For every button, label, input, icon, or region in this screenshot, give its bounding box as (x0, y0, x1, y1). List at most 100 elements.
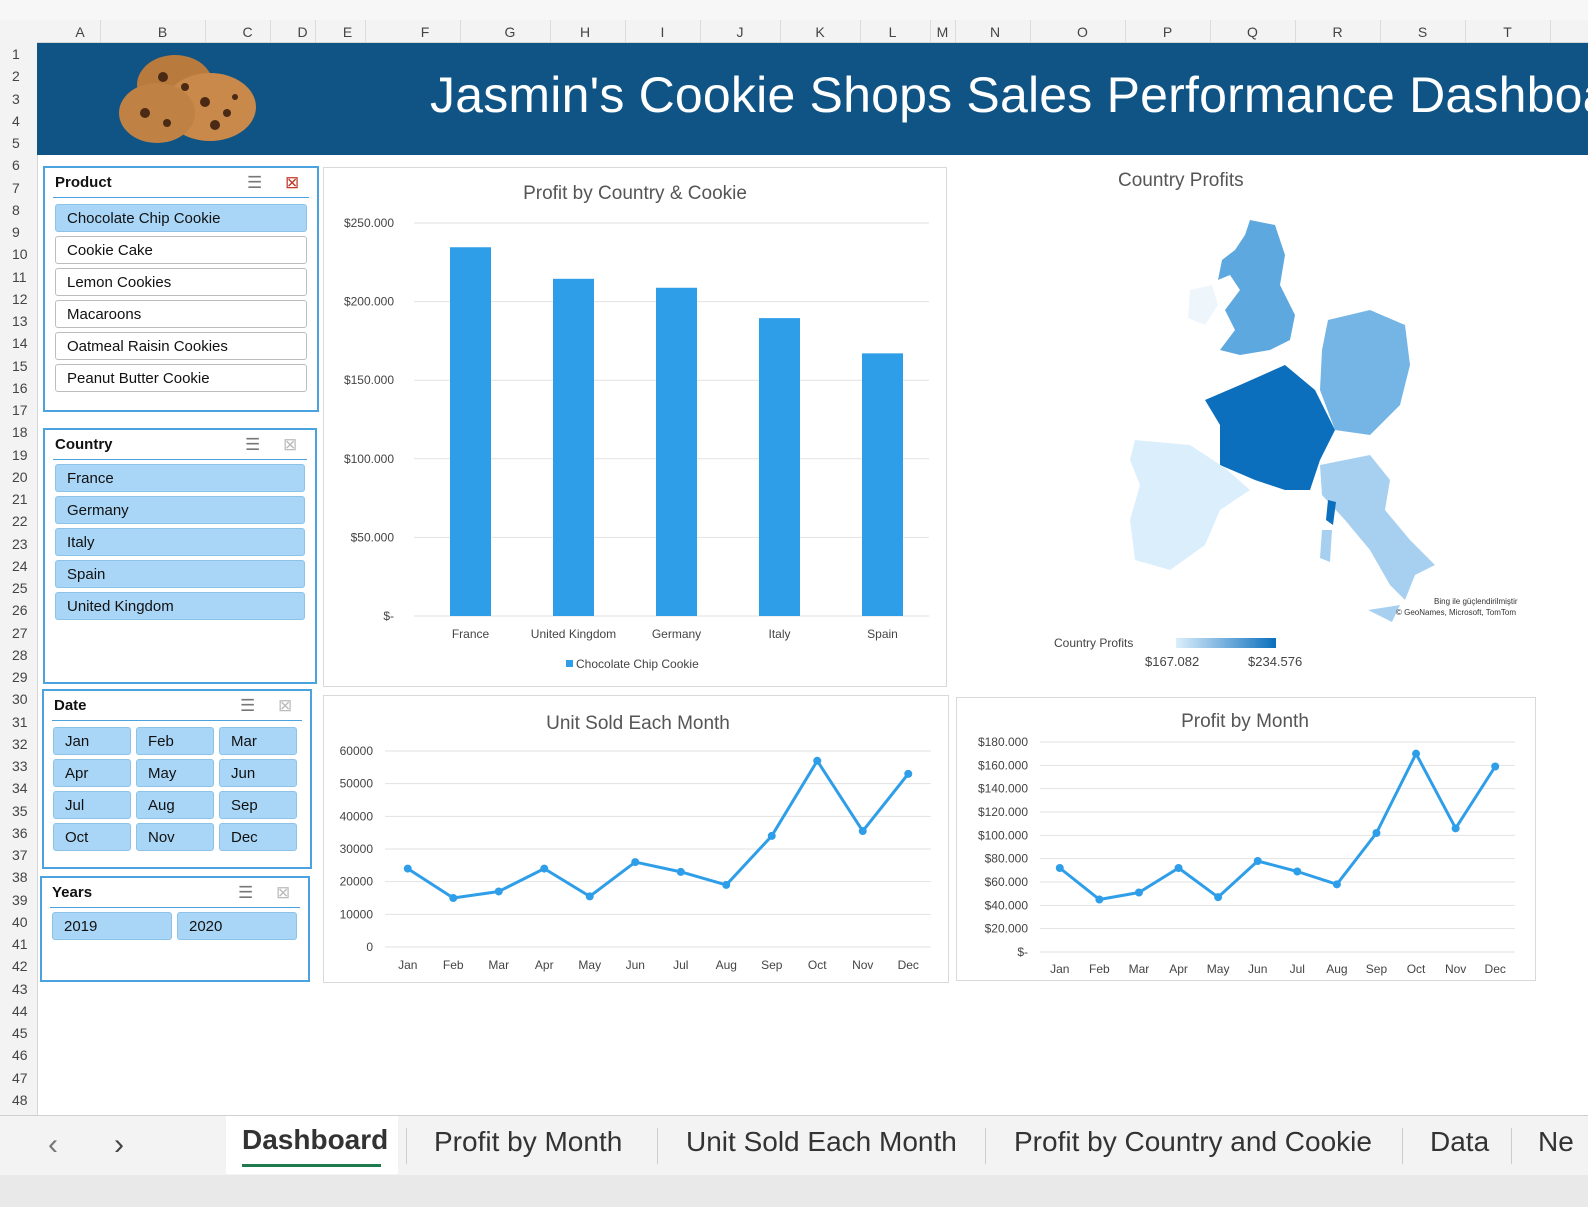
country-slicer-item-italy[interactable]: Italy (55, 528, 305, 556)
next-sheet-button[interactable]: › (114, 1128, 124, 1161)
multi-select-icon[interactable]: ☰ (247, 173, 263, 192)
row-header-34[interactable]: 34 (12, 780, 28, 797)
row-header-3[interactable]: 3 (12, 90, 20, 107)
product-slicer-item-chocolate-chip-cookie[interactable]: Chocolate Chip Cookie (55, 204, 307, 232)
row-header-41[interactable]: 41 (12, 936, 28, 952)
row-header-6[interactable]: 6 (12, 157, 20, 174)
column-header-h[interactable]: H (545, 20, 626, 42)
row-header-12[interactable]: 12 (12, 290, 28, 307)
row-header-30[interactable]: 30 (12, 691, 28, 708)
column-header-c[interactable]: C (225, 20, 271, 42)
row-header-13[interactable]: 13 (12, 313, 28, 329)
row-header-43[interactable]: 43 (12, 980, 28, 997)
row-header-17[interactable]: 17 (12, 402, 28, 418)
column-header-l[interactable]: L (855, 20, 931, 42)
row-header-45[interactable]: 45 (12, 1025, 28, 1041)
column-header-m[interactable]: M (930, 20, 956, 42)
row-header-11[interactable]: 11 (12, 268, 27, 285)
row-header-48[interactable]: 48 (12, 1091, 28, 1108)
multi-select-icon[interactable]: ☰ (245, 435, 261, 454)
row-header-23[interactable]: 23 (12, 535, 28, 552)
tab-data[interactable]: Data (1430, 1126, 1490, 1157)
column-header-p[interactable]: P (1125, 20, 1211, 42)
country-slicer-item-germany[interactable]: Germany (55, 496, 305, 524)
row-header-44[interactable]: 44 (12, 1002, 28, 1019)
column-header-g[interactable]: G (470, 20, 551, 42)
tab-unit-sold-each-month[interactable]: Unit Sold Each Month (686, 1126, 957, 1157)
row-header-2[interactable]: 2 (12, 68, 20, 85)
row-header-19[interactable]: 19 (12, 446, 28, 463)
date-slicer-item-may[interactable]: May (136, 759, 214, 787)
row-header-31[interactable]: 31 (12, 713, 28, 730)
row-header-10[interactable]: 10 (12, 246, 28, 263)
date-slicer-item-nov[interactable]: Nov (136, 823, 214, 851)
column-header-t[interactable]: T (1465, 20, 1551, 42)
row-header-8[interactable]: 8 (12, 201, 20, 218)
row-header-21[interactable]: 21 (12, 491, 28, 507)
row-header-38[interactable]: 38 (12, 869, 28, 886)
clear-filter-icon[interactable]: ⊠ (278, 696, 293, 715)
column-header-a[interactable]: A (60, 20, 101, 42)
row-header-16[interactable]: 16 (12, 379, 28, 396)
row-header-46[interactable]: 46 (12, 1047, 28, 1064)
column-header-d[interactable]: D (290, 20, 316, 42)
date-slicer-item-sep[interactable]: Sep (219, 791, 297, 819)
row-header-9[interactable]: 9 (12, 224, 20, 240)
date-slicer-item-aug[interactable]: Aug (136, 791, 214, 819)
years-slicer-item-2019[interactable]: 2019 (52, 912, 172, 940)
row-header-26[interactable]: 26 (12, 602, 28, 619)
row-header-1[interactable]: 1 (12, 46, 20, 62)
row-header-40[interactable]: 40 (12, 913, 28, 930)
date-slicer-item-dec[interactable]: Dec (219, 823, 297, 851)
column-header-j[interactable]: J (700, 20, 781, 42)
prev-sheet-button[interactable]: ‹ (48, 1128, 58, 1161)
column-header-e[interactable]: E (330, 20, 366, 42)
row-header-37[interactable]: 37 (12, 847, 28, 863)
date-slicer-item-jan[interactable]: Jan (53, 727, 131, 755)
row-header-5[interactable]: 5 (12, 135, 20, 151)
row-header-14[interactable]: 14 (12, 335, 28, 352)
column-header-n[interactable]: N (960, 20, 1031, 42)
multi-select-icon[interactable]: ☰ (238, 883, 254, 902)
row-header-36[interactable]: 36 (12, 824, 28, 841)
row-header-18[interactable]: 18 (12, 424, 28, 441)
row-header-28[interactable]: 28 (12, 646, 28, 663)
product-slicer-item-lemon-cookies[interactable]: Lemon Cookies (55, 268, 307, 296)
product-slicer-item-peanut-butter-cookie[interactable]: Peanut Butter Cookie (55, 364, 307, 392)
clear-filter-icon[interactable]: ⊠ (276, 883, 291, 902)
tab-profit-by-month[interactable]: Profit by Month (434, 1126, 623, 1157)
row-header-4[interactable]: 4 (12, 112, 20, 129)
row-header-15[interactable]: 15 (12, 357, 28, 374)
profit-by-month-chart[interactable]: Profit by Month $- $20.000 $40.000 $60.000 $8… (956, 697, 1536, 981)
country-slicer-item-spain[interactable]: Spain (55, 560, 305, 588)
column-header-b[interactable]: B (120, 20, 206, 42)
row-header-39[interactable]: 39 (12, 891, 28, 908)
row-header-22[interactable]: 22 (12, 513, 28, 530)
column-header-k[interactable]: K (780, 20, 861, 42)
column-header-o[interactable]: O (1040, 20, 1126, 42)
country-profits-map[interactable]: Country Profits Bing ile güçlendirilmişt… (950, 160, 1550, 680)
multi-select-icon[interactable]: ☰ (240, 696, 256, 715)
row-header-42[interactable]: 42 (12, 958, 28, 975)
date-slicer-item-jul[interactable]: Jul (53, 791, 131, 819)
unit-sold-each-month-chart[interactable]: Unit Sold Each Month 0 10000 20000 30000 4000… (323, 695, 949, 983)
date-slicer-item-apr[interactable]: Apr (53, 759, 131, 787)
tab-next[interactable]: Ne (1538, 1126, 1574, 1157)
country-slicer-item-united-kingdom[interactable]: United Kingdom (55, 592, 305, 620)
product-slicer-item-macaroons[interactable]: Macaroons (55, 300, 307, 328)
product-slicer-item-cookie-cake[interactable]: Cookie Cake (55, 236, 307, 264)
date-slicer-item-mar[interactable]: Mar (219, 727, 297, 755)
row-header-29[interactable]: 29 (12, 669, 28, 685)
row-header-20[interactable]: 20 (12, 468, 28, 485)
column-header-r[interactable]: R (1295, 20, 1381, 42)
row-header-47[interactable]: 47 (12, 1069, 28, 1086)
years-slicer-item-2020[interactable]: 2020 (177, 912, 297, 940)
date-slicer-item-feb[interactable]: Feb (136, 727, 214, 755)
row-header-7[interactable]: 7 (12, 179, 20, 196)
row-header-25[interactable]: 25 (12, 580, 28, 596)
column-header-s[interactable]: S (1380, 20, 1466, 42)
date-slicer-item-oct[interactable]: Oct (53, 823, 131, 851)
row-header-32[interactable]: 32 (12, 735, 28, 752)
tab-profit-by-country-and-cookie[interactable]: Profit by Country and Cookie (1014, 1126, 1372, 1157)
profit-by-country-chart[interactable]: Profit by Country & Cookie $- $50.000 $100.… (323, 167, 947, 687)
